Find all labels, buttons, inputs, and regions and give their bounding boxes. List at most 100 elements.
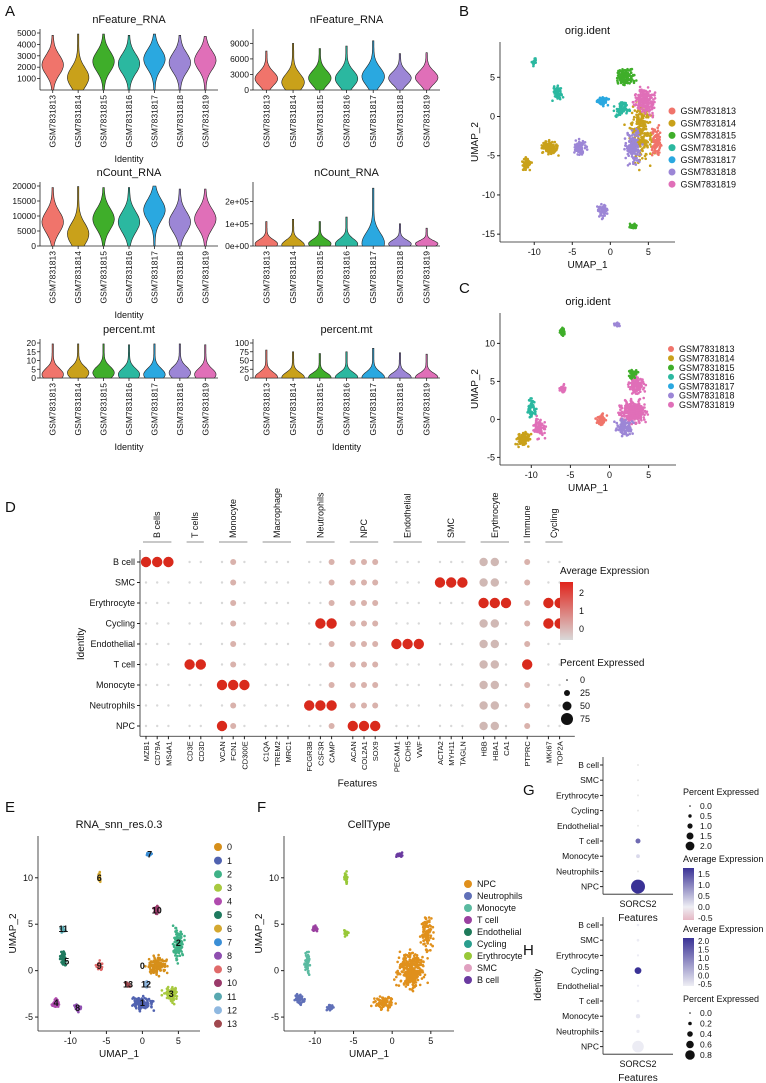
dot-Erythrocyte-MZB1 bbox=[144, 601, 148, 605]
umap-point bbox=[427, 916, 431, 919]
umap-point bbox=[631, 121, 634, 124]
dot-Cycling-ACAN bbox=[349, 620, 356, 627]
umap-point bbox=[646, 97, 649, 101]
umap-point bbox=[314, 924, 317, 927]
umap-point bbox=[620, 434, 624, 438]
x-tick-label: GSM7831817 bbox=[368, 95, 378, 148]
umap-point bbox=[605, 207, 609, 211]
violin-GSM7831813 bbox=[254, 349, 278, 379]
y-tick-label: 25 bbox=[240, 364, 250, 374]
dot-Endothelial-HBB bbox=[479, 639, 488, 649]
umap-point bbox=[624, 141, 628, 145]
row-label: Neutrophils bbox=[556, 1026, 599, 1036]
dot-Neutrophils-ACAN bbox=[349, 702, 356, 709]
dot-Erythrocyte-ACAN bbox=[349, 600, 356, 606]
umap-point bbox=[559, 330, 562, 333]
umap-point bbox=[542, 143, 546, 147]
umap-point bbox=[642, 396, 645, 400]
panel-label-c: C bbox=[459, 280, 470, 297]
umap-point bbox=[419, 941, 423, 944]
umap-point bbox=[614, 322, 617, 326]
umap-point bbox=[405, 963, 409, 967]
gene-label: CD79A bbox=[153, 741, 162, 765]
dot-Endothelial-TREM2 bbox=[275, 642, 278, 646]
dot-Cycling-CDH5 bbox=[406, 622, 409, 625]
pct-legend-key bbox=[562, 701, 572, 711]
umap-point bbox=[551, 99, 554, 102]
umap-point bbox=[581, 139, 585, 143]
umap-point bbox=[619, 69, 623, 73]
gene-label: SORCS2 bbox=[619, 899, 656, 909]
umap-point bbox=[603, 204, 607, 208]
dot-Erythrocyte-TAGLN bbox=[461, 601, 464, 605]
umap-point bbox=[600, 217, 604, 221]
dot-Cycling-FCN1 bbox=[230, 620, 237, 627]
umap-point bbox=[615, 427, 618, 430]
umap-point bbox=[635, 378, 638, 381]
umap-point bbox=[630, 123, 634, 127]
umap-point bbox=[159, 969, 162, 972]
dot-Monocyte-TOP2A bbox=[558, 683, 561, 687]
umap-point bbox=[600, 103, 603, 106]
cluster-e-legend-label: 9 bbox=[227, 965, 232, 975]
dot-Endothelial-CD3D bbox=[199, 642, 202, 646]
dot-Erythrocyte-MYH11 bbox=[450, 601, 453, 605]
celltype-f-legend-label: NPC bbox=[477, 879, 497, 889]
umap-point bbox=[638, 421, 641, 425]
umap-point bbox=[623, 409, 627, 412]
umap-point bbox=[151, 965, 154, 968]
dot-SMC-CSF3R bbox=[319, 581, 322, 584]
violin-GSM7831816 bbox=[334, 216, 359, 247]
pct-legend-label: 0.8 bbox=[700, 1050, 712, 1060]
dot-Neutrophils-MYH11 bbox=[450, 704, 453, 707]
violin-panel: nFeature_RNA 0 3000 6000 9000 GSM7831813 GSM78… bbox=[230, 14, 440, 147]
dot-Erythrocyte-PTPRC bbox=[524, 600, 531, 606]
umap-point bbox=[634, 163, 638, 166]
umap-point bbox=[629, 78, 632, 81]
umap-point bbox=[397, 956, 401, 959]
dot-Cycling-MRC1 bbox=[286, 622, 290, 625]
umap-point bbox=[542, 141, 545, 145]
x-tick-label: GSM7831818 bbox=[395, 383, 405, 436]
x-tick-label: -5 bbox=[566, 470, 574, 480]
umap-point bbox=[394, 1002, 398, 1005]
expr-legend-tick: -0.5 bbox=[698, 913, 713, 923]
umap-point bbox=[646, 140, 650, 144]
x-tick-label: GSM7831818 bbox=[395, 95, 405, 148]
umap-point bbox=[626, 131, 629, 135]
umap-point bbox=[176, 962, 180, 965]
umap-point bbox=[535, 417, 538, 421]
y-tick-label: 5000 bbox=[17, 28, 36, 38]
row-label: Monocyte bbox=[96, 680, 135, 690]
umap-point bbox=[653, 145, 657, 149]
umap-point bbox=[629, 399, 633, 403]
umap-point bbox=[628, 135, 631, 138]
umap-point bbox=[642, 104, 646, 108]
umap-point bbox=[630, 417, 633, 421]
orig-ident-b-legend-label: GSM7831816 bbox=[681, 143, 737, 153]
umap-point bbox=[147, 997, 151, 1001]
umap-point bbox=[628, 108, 631, 111]
umap-point bbox=[60, 953, 64, 956]
umap-point bbox=[633, 103, 637, 107]
umap-point bbox=[634, 371, 638, 375]
dot-NPC-CD3D bbox=[199, 724, 202, 728]
umap-title: RNA_snn_res.0.3 bbox=[76, 819, 163, 831]
gene-label: TOP2A bbox=[556, 741, 565, 765]
dot-T cell bbox=[635, 838, 641, 844]
umap-point bbox=[630, 382, 634, 385]
umap-point bbox=[637, 402, 641, 406]
y-tick-label: 9000 bbox=[230, 38, 249, 48]
umap-point bbox=[152, 959, 155, 962]
umap-point bbox=[522, 436, 526, 440]
celltype-f-legend-key bbox=[464, 976, 472, 984]
umap-point bbox=[398, 950, 402, 954]
umap-point bbox=[552, 86, 556, 90]
umap-point bbox=[644, 112, 647, 115]
dot-NPC-VWF bbox=[417, 724, 420, 728]
umap-point bbox=[626, 148, 630, 151]
celltype-f-legend-key bbox=[464, 940, 472, 948]
umap-point bbox=[149, 1001, 153, 1004]
gene-label: CDH5 bbox=[404, 741, 413, 761]
